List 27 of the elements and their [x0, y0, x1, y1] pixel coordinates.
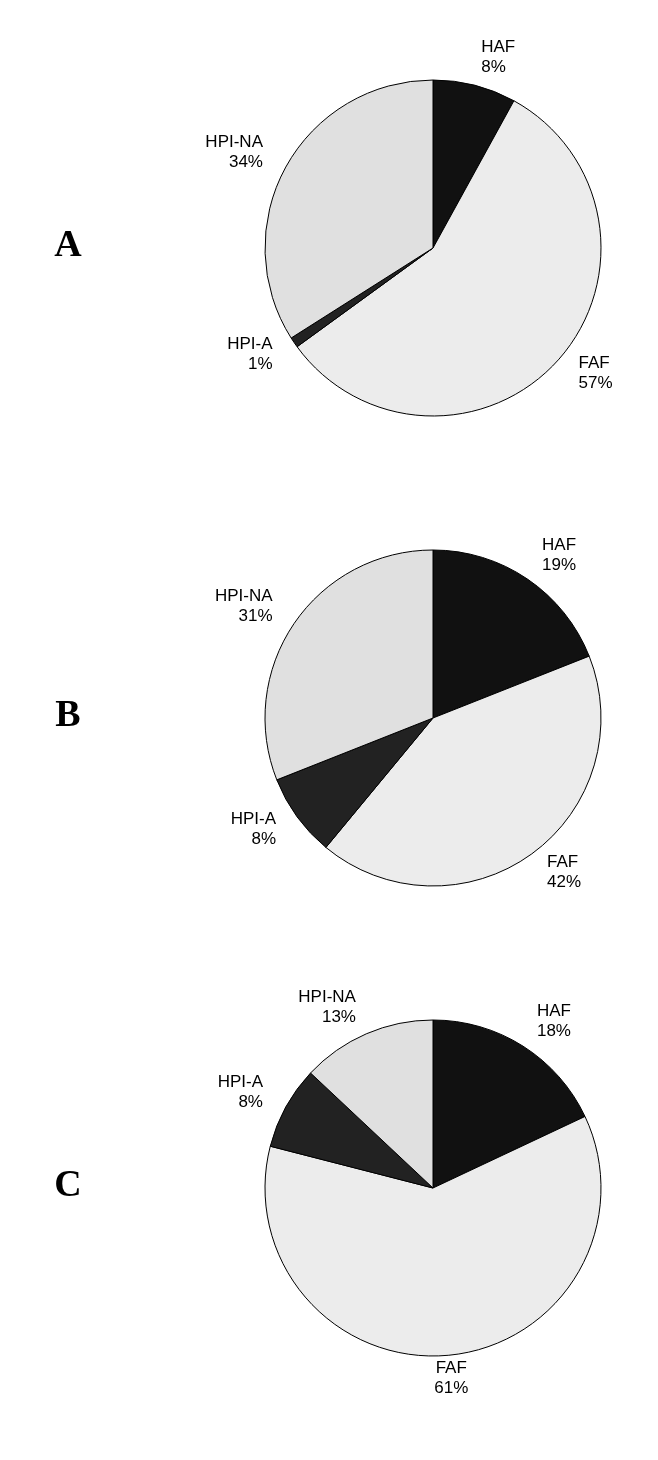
- data-label: 13%: [321, 1006, 356, 1026]
- data-label: 8%: [481, 57, 506, 77]
- slice-label: HAF: [542, 534, 577, 554]
- slice-label: HPI-A: [227, 334, 274, 354]
- data-label: 57%: [578, 373, 613, 393]
- slice-label: HPI-NA: [214, 585, 274, 605]
- data-label: 42%: [547, 871, 582, 891]
- data-label: 34%: [228, 151, 263, 171]
- slice-label: FAF: [578, 353, 610, 373]
- data-label: 19%: [542, 554, 577, 574]
- data-label: 61%: [434, 1378, 469, 1398]
- text: A: [53, 221, 83, 265]
- data-label: 1%: [247, 354, 273, 374]
- data-label: 8%: [251, 829, 277, 849]
- text: C: [53, 1161, 83, 1205]
- slice-label: FAF: [435, 1358, 467, 1378]
- slice-label: HPI-NA: [298, 986, 357, 1006]
- slice-label: HPI-A: [230, 809, 277, 829]
- data-label: 31%: [238, 605, 273, 625]
- slice-label: FAF: [547, 851, 579, 871]
- slice-label: HPI-NA: [205, 131, 264, 151]
- data-label: 18%: [536, 1021, 571, 1041]
- slice-label: HAF: [536, 1001, 571, 1021]
- slice-label: HAF: [481, 37, 516, 57]
- text: B: [54, 691, 82, 735]
- slice-label: HPI-A: [217, 1071, 264, 1091]
- data-label: 8%: [238, 1091, 263, 1111]
